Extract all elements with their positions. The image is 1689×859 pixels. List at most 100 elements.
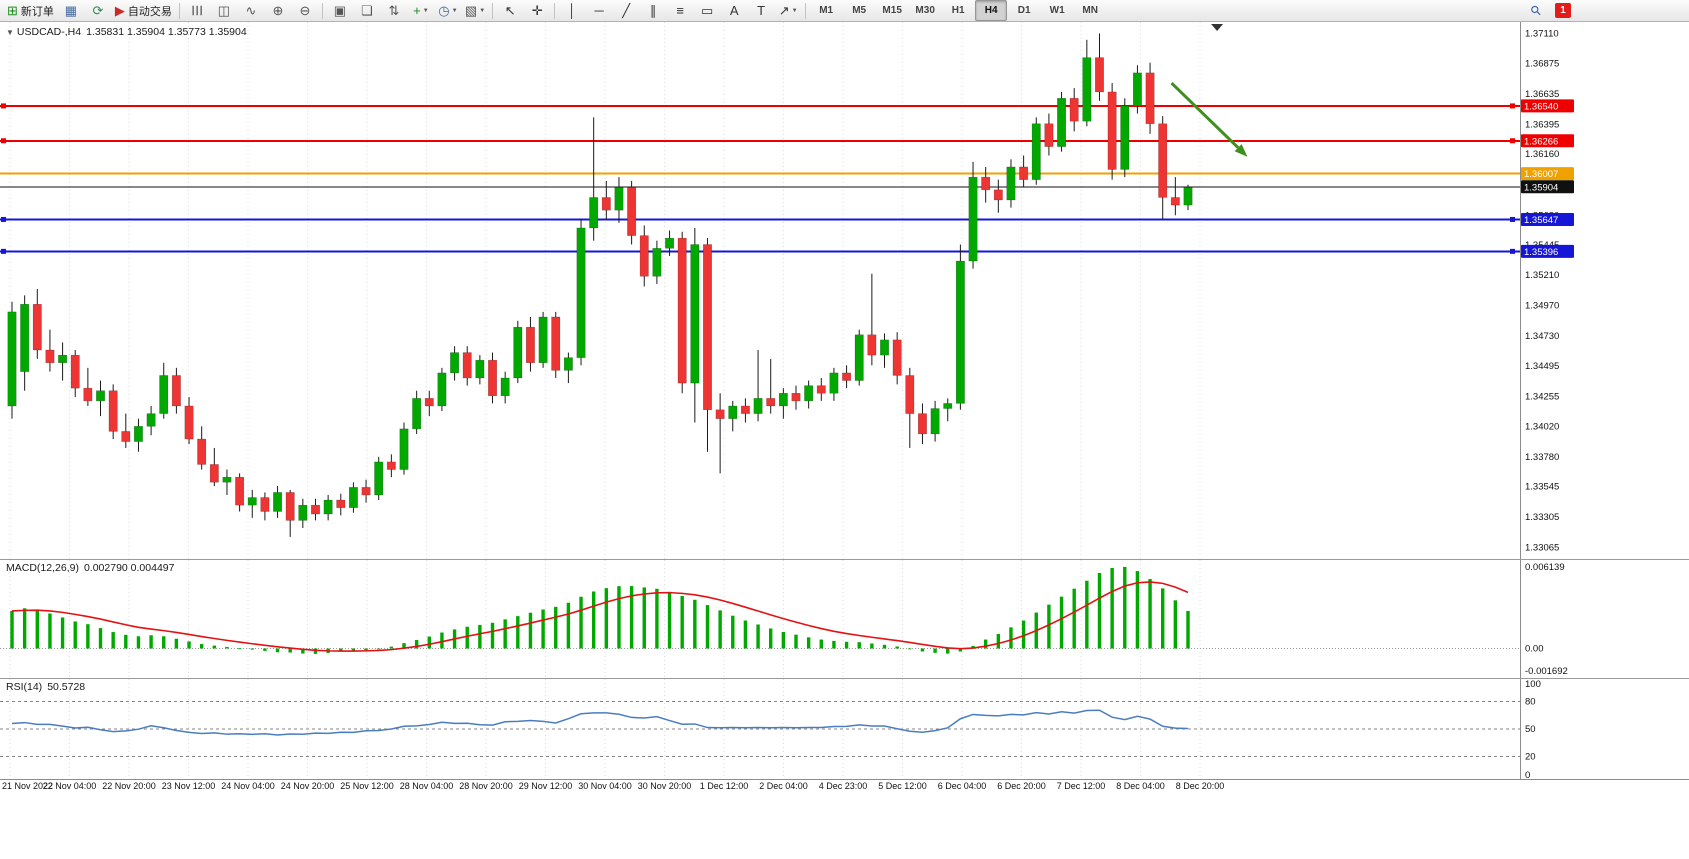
price-tick-label: 1.36395 — [1525, 119, 1559, 130]
line-endpoint-handle[interactable] — [1510, 248, 1515, 254]
rsi-value: 50.5728 — [47, 681, 86, 693]
macd-scale-zero: 0.00 — [1525, 644, 1544, 655]
text-label-button[interactable]: T — [748, 0, 774, 21]
price-tick-label: 1.33780 — [1525, 452, 1559, 463]
candles-mode-button[interactable]: ◫ — [211, 0, 237, 21]
timeframe-m1-button[interactable]: M1 — [819, 5, 834, 16]
line-mode-button[interactable]: ∿ — [238, 0, 264, 21]
cursor-button[interactable]: ↖ — [497, 0, 523, 21]
line-endpoint-handle[interactable] — [1510, 138, 1515, 144]
macd-label: MACD(12,26,9) — [6, 562, 79, 574]
refresh-button[interactable]: ⟳ — [85, 0, 111, 21]
rsi-scale-max: 100 — [1525, 679, 1541, 690]
add-indicator-dropdown-icon[interactable]: ▼ — [422, 7, 429, 14]
timeframe-m15-button[interactable]: M15 — [882, 5, 902, 16]
add-indicator-button[interactable]: + ▼ — [408, 0, 434, 21]
tile-windows-button[interactable]: ▣ — [327, 0, 353, 21]
line-endpoint-handle[interactable] — [1, 138, 6, 144]
arrange-windows-button[interactable]: ⇅ — [381, 0, 407, 21]
bars-mode-button[interactable]: ☰ — [184, 0, 210, 21]
time-axis[interactable]: 21 Nov 2022 22 Nov 04:00 22 Nov 20:00 23 No… — [0, 780, 1689, 796]
time-axis-label: 30 Nov 04:00 — [578, 781, 632, 791]
line-endpoint-handle[interactable] — [1, 103, 6, 109]
arrows-tool-dropdown-icon[interactable]: ▼ — [791, 7, 798, 14]
fibonacci-button[interactable]: ≡ — [667, 0, 693, 21]
timeframe-w1-button[interactable]: W1 — [1049, 5, 1065, 16]
arrow-annotation-head[interactable] — [1234, 144, 1248, 157]
new-order-button[interactable]: ⊞ 新订单 — [4, 0, 57, 21]
chart-ohlc-values: 1.35831 1.35904 1.35773 1.35904 — [86, 26, 247, 38]
charts-button[interactable]: ▦ — [58, 0, 84, 21]
crosshair-icon: ✛ — [531, 3, 543, 18]
line-endpoint-handle[interactable] — [1510, 216, 1515, 222]
price-tick-label: 1.33545 — [1525, 482, 1559, 493]
timeframe-mn-button[interactable]: MN — [1082, 5, 1098, 16]
chart-shift-marker[interactable] — [1211, 24, 1224, 31]
cursor-icon: ↖ — [504, 3, 516, 18]
zoom-out-button[interactable]: ⊖ — [292, 0, 318, 21]
time-axis-label: 22 Nov 20:00 — [102, 781, 156, 791]
crosshair-button[interactable]: ✛ — [524, 0, 550, 21]
timeframe-d1-button[interactable]: D1 — [1017, 5, 1031, 16]
vertical-line-icon: │ — [568, 3, 577, 18]
notifications-badge[interactable]: 1 — [1555, 3, 1571, 18]
periods-dropdown-icon[interactable]: ▼ — [451, 7, 458, 14]
toolbar-separator — [321, 2, 323, 19]
rsi-level-label: 20 — [1525, 752, 1536, 763]
macd-histogram — [10, 566, 1190, 654]
templates-dropdown-icon[interactable]: ▼ — [479, 7, 486, 14]
trendline-button[interactable]: ╱ — [613, 0, 639, 21]
macd-title: MACD(12,26,9) 0.002790 0.004497 — [6, 562, 174, 574]
rsi-title: RSI(14) 50.5728 — [6, 681, 85, 693]
search-button[interactable]: ⚲ — [1523, 0, 1549, 21]
rsi-panel[interactable]: 80 50 20 100 0 — [0, 679, 1689, 779]
text-icon: A — [729, 3, 739, 18]
price-badge-label: 1.35647 — [1524, 215, 1558, 226]
shapes-button[interactable]: ▭ — [694, 0, 720, 21]
zoom-in-button[interactable]: ⊕ — [265, 0, 291, 21]
text-label-icon: T — [757, 3, 766, 18]
autotrading-button[interactable]: ▶ 自动交易 — [112, 0, 175, 21]
chart-collapse-icon[interactable]: ▼ — [6, 28, 14, 37]
timeframe-h1-button[interactable]: H1 — [951, 5, 965, 16]
channel-button[interactable]: ∥ — [640, 0, 666, 21]
horizontal-line-button[interactable]: ─ — [586, 0, 612, 21]
time-axis-label: 5 Dec 12:00 — [878, 781, 927, 791]
toolbar-separator — [492, 2, 494, 19]
price-tick-label: 1.34730 — [1525, 331, 1559, 342]
templates-button[interactable]: ▧ ▼ — [462, 0, 488, 21]
arrow-annotation[interactable] — [1170, 81, 1240, 149]
time-axis-label: 22 Nov 04:00 — [42, 781, 97, 791]
time-axis-label: 2 Dec 04:00 — [759, 781, 808, 791]
price-tick-label: 1.37110 — [1525, 28, 1559, 39]
autotrading-icon: ▶ — [114, 3, 125, 18]
time-axis-label: 21 Nov 2022 — [2, 781, 54, 791]
bars-mode-icon: ☰ — [189, 4, 205, 17]
cascade-windows-button[interactable]: ❏ — [354, 0, 380, 21]
panel-splitter[interactable] — [0, 559, 1689, 560]
price-chart[interactable]: 1.37110 1.36875 1.36635 1.36395 1.36160 1.359… — [0, 22, 1689, 559]
price-tick-label: 1.36635 — [1525, 89, 1559, 100]
macd-panel[interactable]: 0.006139 0.00 -0.001692 — [0, 560, 1689, 678]
toolbar-separator — [178, 2, 180, 19]
arrange-windows-icon: ⇅ — [388, 3, 400, 18]
vertical-line-button[interactable]: │ — [559, 0, 585, 21]
line-endpoint-handle[interactable] — [1, 248, 6, 254]
arrows-tool-button[interactable]: ↗ ▼ — [775, 0, 801, 21]
time-axis-label: 28 Nov 20:00 — [459, 781, 513, 791]
macd-scale-min: -0.001692 — [1525, 666, 1568, 677]
line-endpoint-handle[interactable] — [1, 216, 6, 222]
time-axis-label: 24 Nov 04:00 — [221, 781, 275, 791]
price-badge-label: 1.36266 — [1524, 136, 1558, 147]
periods-icon: ◷ — [438, 3, 450, 18]
price-badge — [1521, 99, 1574, 113]
text-button[interactable]: A — [721, 0, 747, 21]
timeframe-m5-button[interactable]: M5 — [852, 5, 867, 16]
timeframe-h4-button[interactable]: H4 — [975, 0, 1008, 21]
zoom-in-icon: ⊕ — [272, 3, 284, 18]
line-endpoint-handle[interactable] — [1510, 103, 1515, 109]
timeframe-m30-button[interactable]: M30 — [915, 5, 935, 16]
charts-icon: ▦ — [64, 3, 78, 18]
periods-button[interactable]: ◷ ▼ — [435, 0, 461, 21]
panel-splitter[interactable] — [0, 678, 1689, 679]
